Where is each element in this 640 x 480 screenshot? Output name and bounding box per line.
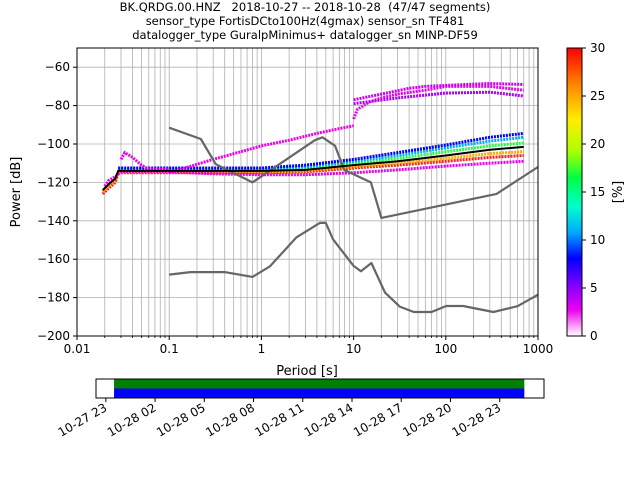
low-noise-model-line xyxy=(169,221,539,314)
y-tick-label: −60 xyxy=(45,60,70,74)
high-noise-model-line xyxy=(168,126,539,219)
colorbar-tick-label: 20 xyxy=(590,137,605,151)
noise-models xyxy=(101,126,539,314)
psd-density-band xyxy=(118,131,524,170)
psd-density-band xyxy=(352,84,524,120)
x-tick-label: 0.01 xyxy=(64,342,91,356)
chart-title-line-2: sensor_type FortisDCto100Hz(4gmax) senso… xyxy=(145,14,465,28)
y-tick-label: −120 xyxy=(37,175,70,189)
colorbar-tick-label: 10 xyxy=(590,233,605,247)
timeline-tick-label: 10-28 05 xyxy=(154,400,208,439)
timeline-tick-label: 10-28 23 xyxy=(449,400,503,439)
mode-line xyxy=(101,145,524,191)
colorbar-tick-label: 25 xyxy=(590,89,605,103)
psd-density-band xyxy=(119,150,170,171)
coverage-bar-lower xyxy=(114,388,525,398)
timeline-border xyxy=(95,378,545,399)
colorbar-tick-label: 5 xyxy=(590,281,598,295)
timeline-tick-label: 10-28 17 xyxy=(351,400,405,439)
timeline-tick-label: 10-28 14 xyxy=(302,400,356,439)
psd-density-band xyxy=(353,90,524,106)
psd-density-band xyxy=(118,135,524,171)
timeline-tick-label: 10-27 23 xyxy=(56,400,110,439)
timeline-tick-label: 10-28 02 xyxy=(105,400,159,439)
coverage-bar-upper xyxy=(114,379,525,389)
x-tick-label: 1000 xyxy=(523,342,554,356)
y-tick-label: −160 xyxy=(37,252,70,266)
timeline-tick-label: 10-28 08 xyxy=(203,400,257,439)
y-tick-label: −140 xyxy=(37,214,70,228)
x-tick-label: 100 xyxy=(434,342,457,356)
colorbar-tick-label: 30 xyxy=(590,41,605,55)
axis-ticks: 0.01 0.1 1 10 100 1000 −60 −80 −100 −120 −140 −160 −… xyxy=(37,60,553,356)
y-axis-label: Power [dB] xyxy=(9,157,24,228)
timeline-tick-label: 10-28 11 xyxy=(253,400,307,439)
x-tick-label: 1 xyxy=(258,342,266,356)
colorbar-label: [%] xyxy=(611,181,626,204)
colorbar-ticks: 0 5 10 15 20 25 30 xyxy=(582,41,605,343)
x-axis-label: Period [s] xyxy=(276,364,338,379)
psd-density-band xyxy=(101,154,524,195)
y-tick-label: −80 xyxy=(45,99,70,113)
x-tick-label: 0.1 xyxy=(160,342,179,356)
psd-density-band xyxy=(168,124,354,175)
psd-density xyxy=(101,81,524,195)
plot-frame xyxy=(76,47,539,337)
psd-density-band xyxy=(353,81,524,102)
colorbar-tick-label: 0 xyxy=(590,329,598,343)
chart-title-line-3: datalogger_type GuralpMinimus+ datalogge… xyxy=(132,28,478,42)
y-tick-label: −100 xyxy=(37,137,70,151)
x-tick-label: 10 xyxy=(346,342,361,356)
colorbar-tick-label: 15 xyxy=(590,185,605,199)
chart-title-line-1: BK.QRDG.00.HNZ 2018-10-27 -- 2018-10-28 … xyxy=(119,0,491,14)
y-tick-label: −180 xyxy=(37,291,70,305)
y-tick-label: −200 xyxy=(37,329,70,343)
timeline-tick-label: 10-28 20 xyxy=(400,400,454,439)
colorbar xyxy=(566,47,583,337)
